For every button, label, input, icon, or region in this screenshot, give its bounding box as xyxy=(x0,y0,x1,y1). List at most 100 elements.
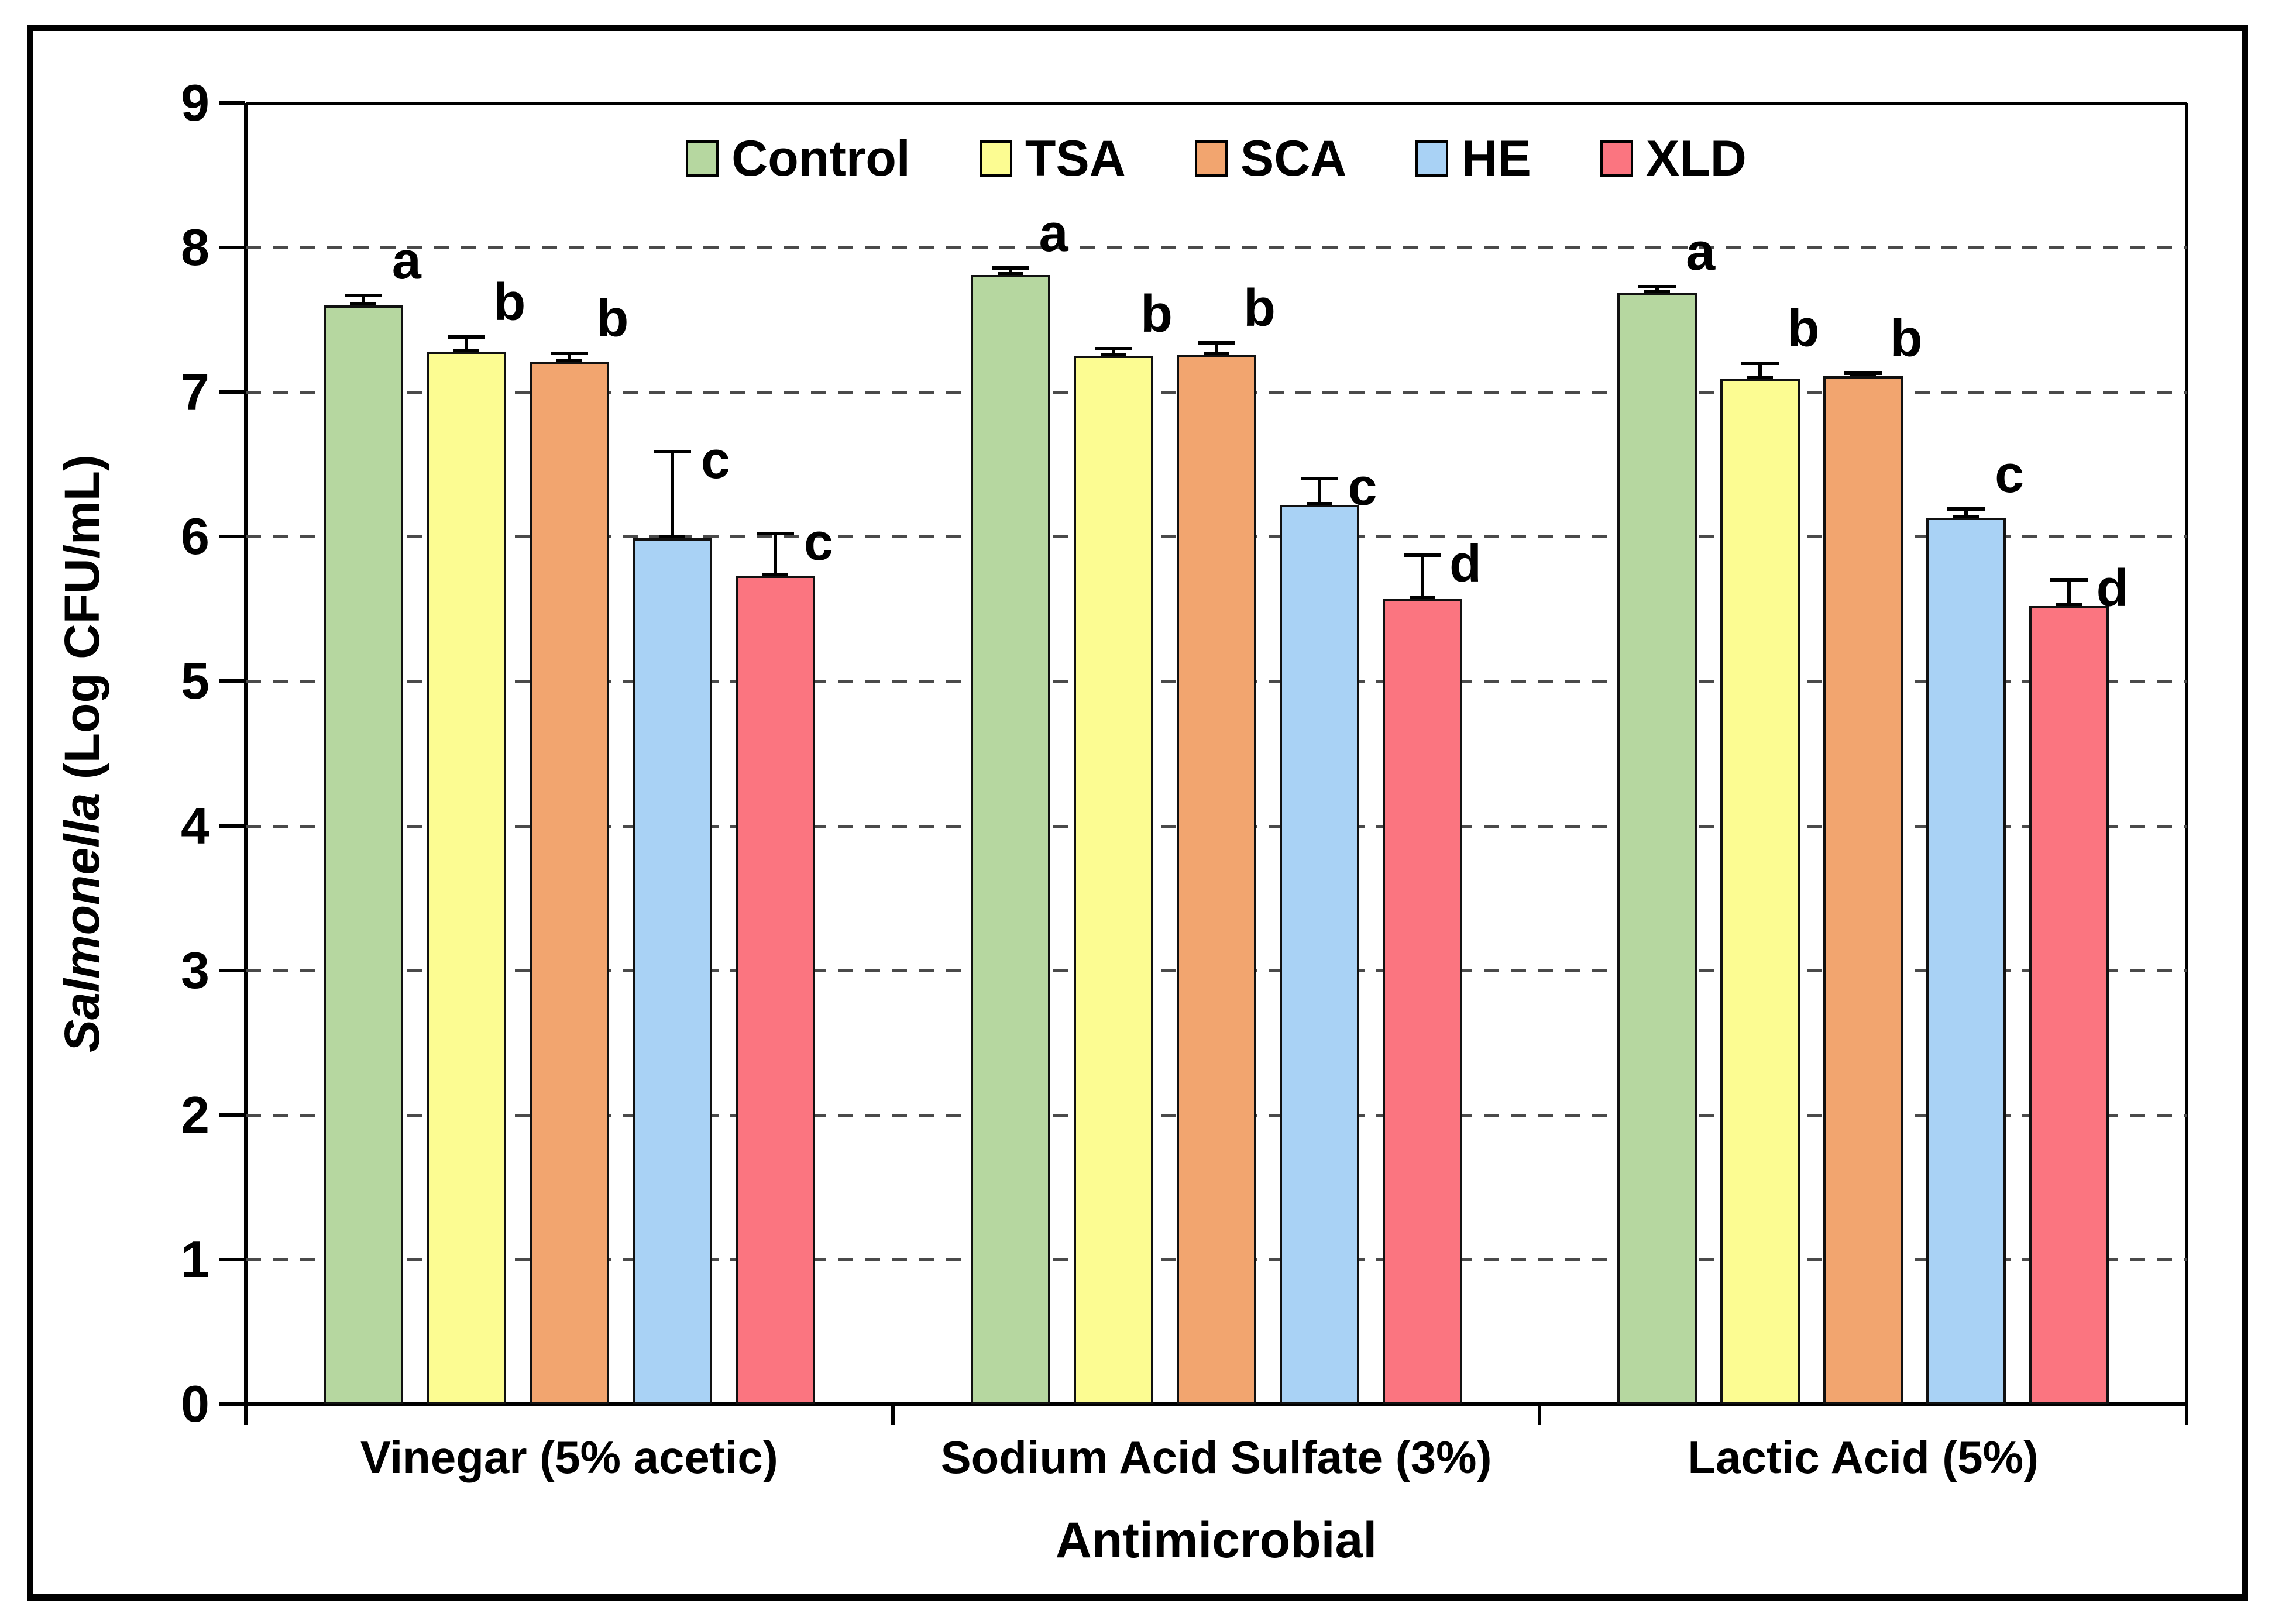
significance-letter: c xyxy=(1995,445,2025,504)
y-axis-tick-label: 3 xyxy=(181,941,209,999)
error-bar-cap xyxy=(991,266,1029,270)
significance-letter: b xyxy=(596,289,629,348)
y-axis-tick-label: 7 xyxy=(181,363,209,421)
error-bar-stem xyxy=(1008,267,1012,276)
horizontal-gridline xyxy=(246,246,2187,250)
error-bar-base-cap xyxy=(1409,596,1435,599)
error-bar-base-cap xyxy=(350,302,376,305)
bar-xld-group2 xyxy=(1382,598,1462,1404)
legend-label: HE xyxy=(1461,130,1531,187)
legend-item-tsa: TSA xyxy=(979,133,1126,184)
bar-he-group1 xyxy=(632,538,712,1404)
y-axis-tick-label: 9 xyxy=(181,74,209,132)
y-axis-tick xyxy=(219,824,245,828)
bar-sca-group2 xyxy=(1176,354,1256,1404)
error-bar-base-cap xyxy=(1953,515,1980,518)
x-category-label: Sodium Acid Sulfate (3%) xyxy=(940,1432,1492,1483)
x-category-label: Lactic Acid (5%) xyxy=(1688,1432,2039,1483)
y-axis-tick-label: 6 xyxy=(181,507,209,566)
legend-label: XLD xyxy=(1645,130,1747,187)
y-axis-tick xyxy=(219,1113,245,1117)
error-bar-cap xyxy=(1741,361,1779,365)
legend-swatch-xld xyxy=(1600,140,1633,177)
x-axis-tick xyxy=(2185,1404,2188,1425)
error-bar-stem xyxy=(1964,509,1968,518)
error-bar-base-cap xyxy=(453,349,479,352)
error-bar-cap xyxy=(1197,341,1235,345)
bar-control-group3 xyxy=(1617,292,1697,1404)
plot-right-border xyxy=(2185,103,2188,1404)
error-bar-base-cap xyxy=(1203,351,1229,355)
y-axis-tick-label: 0 xyxy=(181,1375,209,1433)
legend-item-he: HE xyxy=(1415,133,1531,184)
significance-letter: c xyxy=(1348,458,1377,517)
y-axis-tick xyxy=(219,1257,245,1261)
x-axis-tick xyxy=(244,1404,248,1425)
significance-letter: a xyxy=(391,231,421,290)
legend-item-sca: SCA xyxy=(1194,130,1347,187)
y-axis-title-units: (Log CFU/mL) xyxy=(54,454,109,793)
error-bar-stem xyxy=(773,534,777,576)
legend-item-xld: XLD xyxy=(1600,133,1747,184)
error-bar-cap xyxy=(1403,553,1441,558)
error-bar-base-cap xyxy=(1850,373,1877,377)
significance-letter: b xyxy=(1787,299,1820,358)
error-bar-cap xyxy=(1947,507,1985,511)
error-bar-base-cap xyxy=(762,573,788,576)
error-bar-stem xyxy=(1317,479,1321,505)
significance-letter: a xyxy=(1039,204,1068,263)
error-bar-stem xyxy=(670,451,674,538)
y-axis-line xyxy=(244,103,248,1406)
significance-letter: c xyxy=(700,431,730,490)
error-bar-base-cap xyxy=(1100,353,1126,356)
bar-xld-group1 xyxy=(735,576,815,1404)
x-axis-title: Antimicrobial xyxy=(1055,1512,1377,1568)
significance-letter: b xyxy=(1140,285,1173,344)
x-axis-tick xyxy=(891,1404,895,1425)
y-axis-tick-label: 4 xyxy=(181,796,209,855)
bar-he-group3 xyxy=(1926,518,2006,1404)
error-bar-cap xyxy=(1300,477,1338,481)
y-axis-tick-label: 8 xyxy=(181,218,209,277)
error-bar-cap xyxy=(653,449,691,453)
x-axis-tick xyxy=(1538,1404,1542,1425)
significance-letter: b xyxy=(1890,309,1923,369)
bar-sca-group3 xyxy=(1823,376,1903,1404)
y-axis-tick-label: 2 xyxy=(181,1085,209,1144)
legend-swatch-tsa xyxy=(979,140,1012,177)
error-bar-stem xyxy=(1420,555,1424,599)
y-axis-tick xyxy=(219,101,245,105)
legend-label: Control xyxy=(731,130,910,187)
bar-xld-group3 xyxy=(2029,605,2109,1404)
error-bar-stem xyxy=(1214,343,1218,355)
x-axis-line xyxy=(244,1402,2188,1406)
error-bar-stem xyxy=(464,337,468,352)
legend-swatch-control xyxy=(686,140,719,177)
bar-tsa-group2 xyxy=(1073,356,1153,1404)
legend-swatch-he xyxy=(1415,140,1449,177)
error-bar-stem xyxy=(361,295,365,305)
error-bar-stem xyxy=(1758,363,1762,379)
significance-letter: b xyxy=(493,273,526,332)
error-bar-base-cap xyxy=(1306,501,1332,505)
plot-top-border xyxy=(246,102,2187,105)
error-bar-stem xyxy=(1111,349,1115,356)
significance-letter: d xyxy=(1449,535,1482,594)
error-bar-cap xyxy=(756,532,794,536)
legend-label: SCA xyxy=(1240,130,1347,187)
significance-letter: a xyxy=(1686,222,1716,281)
chart-legend: Control TSA SCA HE XLD xyxy=(246,133,2187,184)
error-bar-cap xyxy=(2050,578,2088,582)
y-axis-tick-label: 1 xyxy=(181,1230,209,1288)
bar-tsa-group1 xyxy=(426,352,506,1404)
significance-letter: d xyxy=(2096,559,2129,618)
legend-item-control: Control xyxy=(686,133,910,184)
y-axis-tick xyxy=(219,390,245,394)
error-bar-base-cap xyxy=(659,535,685,538)
bar-sca-group1 xyxy=(529,362,609,1404)
error-bar-base-cap xyxy=(2056,603,2082,606)
error-bar-stem xyxy=(567,353,571,362)
error-bar-cap xyxy=(1638,284,1676,288)
error-bar-base-cap xyxy=(997,272,1023,276)
